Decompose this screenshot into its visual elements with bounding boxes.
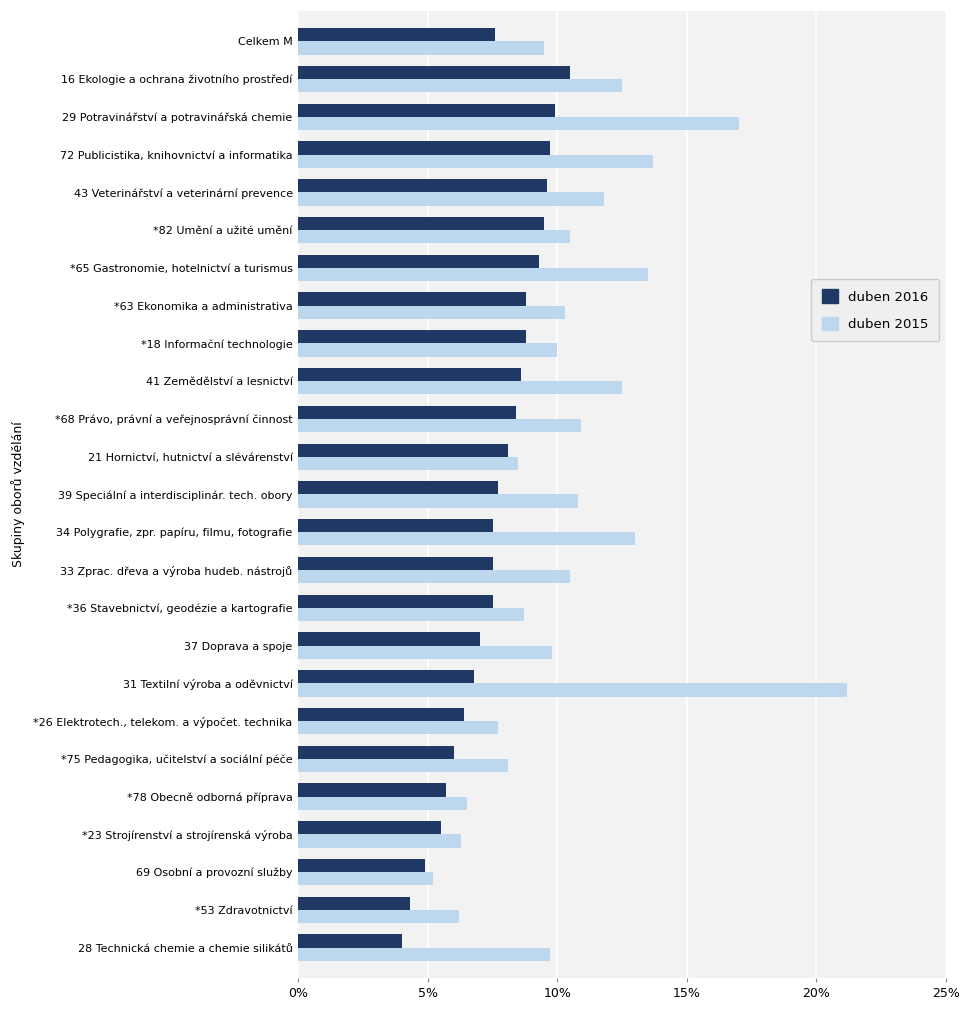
Bar: [298, 217, 545, 231]
Bar: [298, 746, 453, 759]
Bar: [298, 28, 495, 41]
Bar: [298, 570, 570, 583]
Bar: [298, 519, 492, 532]
Bar: [298, 457, 519, 470]
Bar: [298, 683, 848, 697]
Bar: [298, 708, 464, 721]
Bar: [298, 947, 550, 960]
Bar: [298, 821, 441, 834]
Bar: [298, 419, 581, 432]
Bar: [298, 104, 554, 117]
Bar: [298, 872, 433, 886]
Bar: [298, 405, 516, 419]
Bar: [298, 481, 498, 494]
Bar: [298, 797, 467, 810]
Bar: [298, 292, 526, 305]
Bar: [298, 179, 547, 192]
Bar: [298, 897, 410, 910]
Bar: [298, 344, 557, 357]
Bar: [298, 305, 565, 318]
Bar: [298, 117, 739, 130]
Y-axis label: Skupiny oborů vzdělání: Skupiny oborů vzdělání: [11, 422, 25, 567]
Bar: [298, 41, 545, 55]
Bar: [298, 646, 552, 659]
Bar: [298, 444, 508, 457]
Bar: [298, 859, 425, 872]
Bar: [298, 670, 475, 683]
Bar: [298, 368, 521, 381]
Bar: [298, 934, 402, 947]
Bar: [298, 155, 653, 168]
Bar: [298, 910, 459, 923]
Bar: [298, 834, 461, 847]
Bar: [298, 255, 539, 268]
Bar: [298, 381, 622, 394]
Bar: [298, 231, 570, 244]
Bar: [298, 142, 550, 155]
Bar: [298, 721, 498, 734]
Bar: [298, 79, 622, 92]
Bar: [298, 594, 492, 608]
Legend: duben 2016, duben 2015: duben 2016, duben 2015: [812, 279, 939, 342]
Bar: [298, 331, 526, 344]
Bar: [298, 784, 446, 797]
Bar: [298, 494, 578, 508]
Bar: [298, 192, 604, 205]
Bar: [298, 557, 492, 570]
Bar: [298, 632, 480, 646]
Bar: [298, 66, 570, 79]
Bar: [298, 532, 635, 546]
Bar: [298, 608, 523, 621]
Bar: [298, 759, 508, 772]
Bar: [298, 268, 648, 281]
